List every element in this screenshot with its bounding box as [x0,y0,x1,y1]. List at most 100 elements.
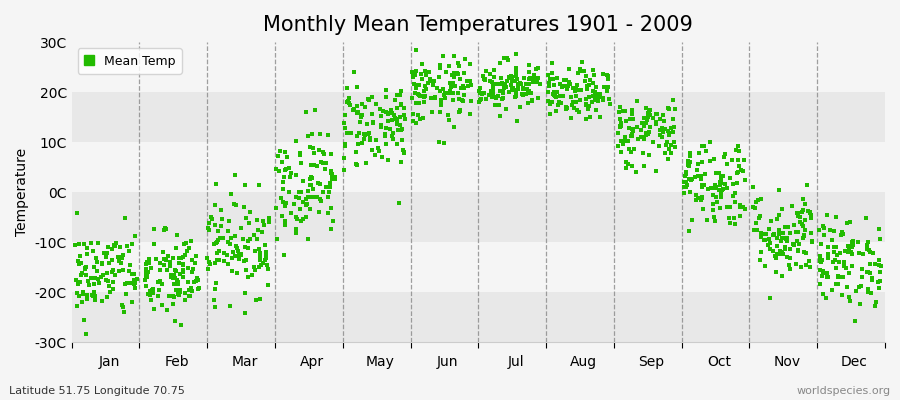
Point [295,178,310,185]
Point [393,122,408,128]
Point [406,118,420,124]
Point [141,268,156,275]
Point [181,245,195,252]
Point [805,212,819,218]
Point [498,81,512,87]
Point [116,252,130,258]
Point [559,76,573,83]
Point [181,265,195,271]
Point [732,148,746,154]
Point [639,132,653,139]
Point [868,261,882,267]
Point [477,76,491,83]
Point [787,241,801,248]
Point [482,91,496,98]
Point [861,289,876,295]
Point [579,72,593,79]
Point [775,206,789,212]
Point [638,120,652,126]
Point [443,80,457,87]
Point [118,281,132,287]
Point [119,291,133,297]
Point [250,227,265,233]
Point [661,156,675,162]
Point [746,204,760,210]
Point [845,244,859,250]
Point [521,76,535,83]
Point [856,251,870,258]
Point [814,267,828,274]
Point [580,86,594,92]
Point [138,276,152,283]
Point [568,99,582,106]
Point [815,291,830,297]
Point [630,136,644,142]
Point [771,187,786,193]
Point [105,257,120,263]
Point [491,102,506,108]
Point [596,70,610,77]
Point [453,107,467,114]
Point [850,239,865,245]
Point [146,290,160,296]
Point [596,97,610,103]
Point [491,92,505,99]
Point [262,219,276,225]
Point [569,93,583,99]
Point [148,256,163,262]
Point [593,114,608,120]
Point [361,130,375,137]
Point [472,97,487,103]
Point [71,281,86,288]
Point [261,266,275,272]
Point [698,171,712,177]
Point [666,97,680,104]
Point [310,180,325,186]
Point [408,90,422,96]
Point [634,134,649,141]
Point [599,86,614,93]
Point [499,105,513,112]
Point [122,248,136,254]
Point [689,197,704,204]
Point [409,119,423,126]
Point [500,55,515,61]
Point [799,261,814,268]
Point [700,216,715,223]
Point [813,255,827,261]
Point [388,97,402,104]
Point [310,163,325,169]
Point [342,95,356,102]
Point [436,140,451,146]
Point [832,259,846,265]
Point [797,232,812,238]
Point [394,126,409,132]
Point [116,266,130,273]
Point [383,126,398,132]
Point [796,196,811,202]
Point [95,297,110,304]
Point [507,87,521,93]
Point [501,74,516,80]
Point [289,230,303,236]
Point [791,229,806,236]
Point [444,84,458,90]
Point [516,92,530,98]
Point [820,212,834,218]
Point [559,104,573,110]
Point [386,136,400,142]
Point [695,159,709,165]
Point [590,98,605,104]
Point [860,269,875,275]
Point [112,256,126,263]
Point [76,291,90,297]
Point [253,253,267,259]
Point [778,224,792,230]
Point [302,194,316,200]
Point [73,252,87,259]
Point [292,206,307,212]
Point [793,219,807,225]
Point [763,295,778,302]
Point [703,158,717,165]
Point [152,278,166,284]
